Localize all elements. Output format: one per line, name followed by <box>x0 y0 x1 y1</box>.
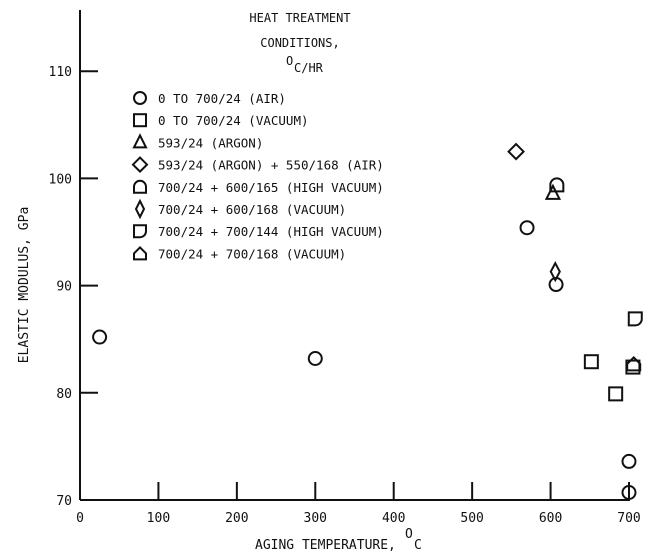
marker-half-square-d <box>133 224 147 239</box>
data-point <box>626 355 642 372</box>
legend-item: 0 TO 700/24 (AIR) <box>133 91 286 106</box>
marker-diamond <box>131 156 149 174</box>
x-tick-label: 500 <box>460 511 483 526</box>
legend-item-label: 700/24 + 600/168 (VACUUM) <box>158 202 346 217</box>
ticks: 0 100 200 300 400 500 600 700 70 80 90 100 110 <box>49 65 641 526</box>
legend-unit-sup: O <box>286 54 293 68</box>
data-point <box>627 311 643 327</box>
marker-half-square-d <box>627 311 643 327</box>
legend-item-label: 700/24 + 600/165 (HIGH VACUUM) <box>158 180 384 195</box>
marker-circle <box>621 453 637 469</box>
legend-title-line: HEAT TREATMENT <box>249 11 350 25</box>
legend-item-label: 593/24 (ARGON) + 550/168 (AIR) <box>158 158 384 173</box>
x-tick-label: 600 <box>539 511 562 526</box>
marker-half-circle-top <box>133 179 147 194</box>
marker-square <box>583 354 599 370</box>
data-point <box>307 350 323 366</box>
legend-item-label: 700/24 + 700/144 (HIGH VACUUM) <box>158 224 384 239</box>
marker-thin-diamond <box>134 198 146 220</box>
data-point <box>507 142 525 161</box>
legend-title-line: CONDITIONS, <box>260 36 339 50</box>
x-tick-label: 0 <box>76 511 84 526</box>
marker-circle <box>519 220 535 236</box>
marker-circle <box>133 91 147 105</box>
legend-item: 700/24 + 600/165 (HIGH VACUUM) <box>133 179 384 195</box>
x-tick-label: 200 <box>225 511 248 526</box>
x-axis-label: AGING TEMPERATURE, <box>255 538 396 553</box>
marker-circle <box>621 484 637 500</box>
x-tick-label: 100 <box>147 511 170 526</box>
data-points <box>92 142 643 500</box>
marker-circle <box>92 329 108 345</box>
legend-item-label: 593/24 (ARGON) <box>158 135 263 150</box>
legend-item: 700/24 + 700/168 (VACUUM) <box>133 245 346 261</box>
legend-unit: C/HR <box>294 61 324 75</box>
y-axis-label: ELASTIC MODULUS, GPa <box>17 207 32 364</box>
data-point <box>621 453 637 469</box>
marker-triangle <box>544 183 562 200</box>
y-tick-label: 90 <box>56 280 72 295</box>
x-tick-label: 300 <box>304 511 327 526</box>
y-tick-label: 100 <box>49 172 72 187</box>
x-tick-label: 700 <box>617 511 640 526</box>
marker-triangle <box>132 133 148 149</box>
marker-circle <box>307 350 323 366</box>
data-point <box>92 329 108 345</box>
axes <box>79 10 630 501</box>
data-point <box>583 354 599 370</box>
legend-item: 593/24 (ARGON) <box>132 133 263 150</box>
marker-pentagon <box>133 245 147 261</box>
y-tick-label: 70 <box>56 494 72 509</box>
marker-square <box>133 113 147 128</box>
marker-square <box>608 386 624 402</box>
legend-item-label: 0 TO 700/24 (VACUUM) <box>158 113 309 128</box>
data-point <box>621 484 637 500</box>
data-point <box>549 177 565 193</box>
x-tick-label: 400 <box>382 511 405 526</box>
data-point <box>544 183 562 200</box>
marker-half-circle-top <box>549 177 565 193</box>
y-tick-label: 80 <box>56 387 72 402</box>
y-tick-label: 110 <box>49 65 72 80</box>
x-axis-label-sup: O <box>405 527 413 542</box>
legend-item: 700/24 + 700/144 (HIGH VACUUM) <box>133 224 384 239</box>
marker-thin-diamond <box>549 261 561 283</box>
axis-labels: AGING TEMPERATURE, OC ELASTIC MODULUS, GP… <box>17 207 422 553</box>
marker-diamond <box>507 142 525 161</box>
legend-item: 593/24 (ARGON) + 550/168 (AIR) <box>131 156 384 174</box>
legend-item-label: 0 TO 700/24 (AIR) <box>158 91 286 106</box>
legend-item: 0 TO 700/24 (VACUUM) <box>133 113 309 128</box>
data-point <box>549 261 561 283</box>
legend-item-label: 700/24 + 700/168 (VACUUM) <box>158 246 346 261</box>
data-point <box>608 386 624 402</box>
legend-item: 700/24 + 600/168 (VACUUM) <box>134 198 346 220</box>
x-axis-label-unit: C <box>414 538 422 553</box>
marker-pentagon <box>626 355 642 372</box>
legend: HEAT TREATMENT CONDITIONS, O C/HR 0 TO 700/2… <box>131 11 384 261</box>
data-point <box>519 220 535 236</box>
